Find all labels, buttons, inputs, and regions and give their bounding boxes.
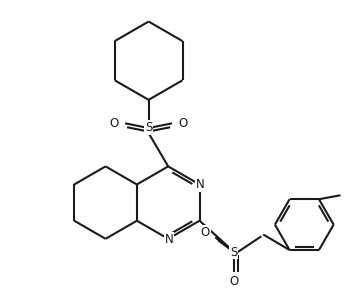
Text: O: O (110, 117, 119, 130)
Text: N: N (165, 233, 173, 246)
Text: O: O (201, 226, 210, 239)
Text: O: O (178, 117, 188, 130)
Text: S: S (230, 246, 238, 259)
Text: O: O (229, 275, 239, 288)
Text: N: N (196, 178, 205, 191)
Text: S: S (145, 121, 152, 134)
